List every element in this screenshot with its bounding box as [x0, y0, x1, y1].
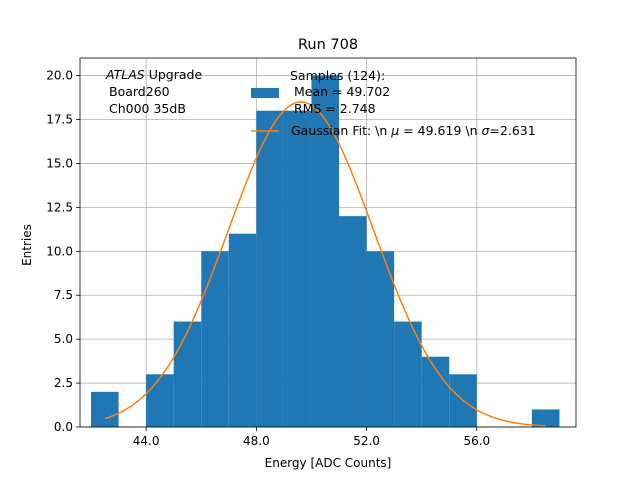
- legend-histogram-line-3: RMS = 2.748: [290, 101, 376, 116]
- atlas-word: ATLAS: [105, 67, 145, 82]
- histogram-bar-7: [283, 110, 312, 427]
- legend-histogram-patch: [251, 88, 279, 98]
- histogram-bars: [91, 75, 560, 428]
- histogram-bar-10: [366, 251, 395, 427]
- x-axis-label: Energy [ADC Counts]: [265, 456, 392, 470]
- histogram-bar-0: [91, 391, 119, 427]
- y-tick-label-1: 2.5: [54, 376, 73, 390]
- chart-legend: Samples (124): Mean = 49.702 RMS = 2.748…: [251, 68, 536, 138]
- x-tick-label-0: 44.0: [133, 434, 160, 448]
- legend-histogram-line-2: Mean = 49.702: [290, 84, 390, 99]
- y-tick-label-4: 10.0: [46, 244, 73, 258]
- axes-frame: [79, 57, 577, 428]
- y-tick-label-5: 12.5: [46, 200, 73, 214]
- histogram-bar-16: [531, 409, 560, 427]
- upgrade-word: Upgrade: [149, 67, 203, 82]
- x-tick-label-2: 52.0: [353, 434, 380, 448]
- histogram-bar-9: [339, 216, 367, 427]
- histogram-bar-11: [394, 321, 422, 427]
- y-axis-ticks: 0.0 2.5 5.0 7.5 10.0 12.5 15.0 17.5 20.0: [46, 69, 80, 434]
- channel-label: Ch000 35dB: [109, 101, 186, 116]
- atlas-label: ATLAS Upgrade: [105, 67, 202, 82]
- histogram-bar-2: [146, 374, 174, 427]
- legend-fit-label: Gaussian Fit: \n μ = 49.619 \n σ=2.631: [291, 123, 536, 138]
- gaussian-fit-curve: [104, 101, 546, 427]
- histogram-bar-3: [173, 321, 202, 427]
- atlas-annotation: ATLAS Upgrade Board260 Ch000 35dB: [105, 67, 202, 116]
- chart-title: Run 708: [298, 37, 358, 53]
- x-axis-ticks: 44.0 48.0 52.0 56.0: [133, 427, 490, 448]
- histogram-bar-4: [201, 251, 229, 427]
- x-tick-label-3: 56.0: [463, 434, 490, 448]
- histogram-bar-12: [421, 356, 450, 427]
- y-tick-label-7: 17.5: [46, 113, 73, 127]
- gaussian-fit: [104, 101, 546, 427]
- y-axis-label: Entries: [20, 224, 34, 266]
- legend-histogram-line-1: Samples (124):: [290, 68, 385, 83]
- x-tick-label-1: 48.0: [243, 434, 270, 448]
- axes-border: [79, 57, 577, 428]
- y-tick-label-8: 20.0: [46, 69, 73, 83]
- y-tick-label-6: 15.0: [46, 156, 73, 170]
- y-tick-label-2: 5.0: [54, 332, 73, 346]
- board-label: Board260: [109, 84, 170, 99]
- histogram-bar-6: [256, 110, 284, 427]
- y-tick-label-0: 0.0: [54, 420, 73, 434]
- y-tick-label-3: 7.5: [54, 288, 73, 302]
- histogram-bar-5: [228, 233, 257, 427]
